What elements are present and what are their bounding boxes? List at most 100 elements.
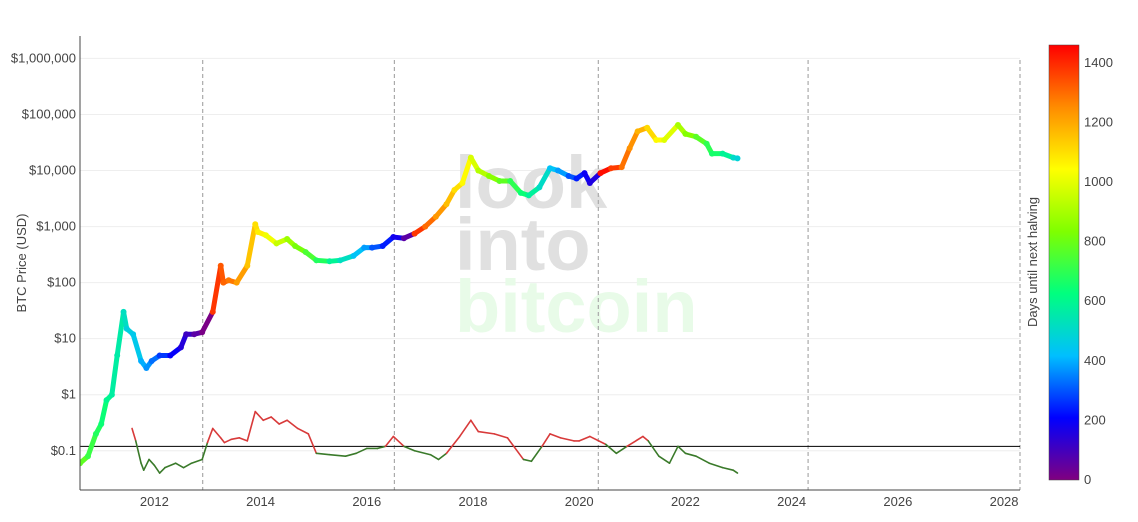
y-tick-label: $1,000,000	[11, 50, 76, 65]
oscillator-segment	[732, 469, 739, 474]
oscillator-series	[131, 410, 739, 474]
price-point	[682, 130, 689, 137]
price-point	[130, 331, 137, 338]
colorbar-tick-label: 1000	[1084, 174, 1113, 189]
price-point	[719, 150, 726, 157]
price-point	[177, 344, 184, 351]
price-point	[217, 262, 224, 269]
oscillator-segment	[668, 445, 679, 464]
oscillator-segment	[230, 437, 241, 441]
price-point	[475, 167, 482, 174]
price-segment	[459, 155, 474, 186]
price-point	[608, 165, 615, 172]
price-point	[507, 178, 514, 185]
oscillator-segment	[677, 445, 687, 455]
y-tick-label: $1,000	[36, 219, 76, 234]
oscillator-segment	[262, 416, 272, 422]
oscillator-segment	[254, 410, 265, 422]
colorbar-tick-label: 1400	[1084, 55, 1113, 70]
oscillator-segment	[376, 445, 387, 450]
colorbar-tick-label: 600	[1084, 293, 1106, 308]
price-point	[443, 201, 450, 208]
price-point	[252, 221, 259, 228]
price-point	[361, 244, 368, 251]
price-point	[143, 364, 150, 371]
price-point	[80, 460, 83, 467]
price-point	[292, 243, 299, 250]
price-point	[98, 421, 105, 428]
colorbar-tick-label: 400	[1084, 353, 1106, 368]
price-point	[653, 137, 660, 144]
oscillator-segment	[458, 419, 472, 438]
oscillator-segment	[549, 433, 562, 439]
x-tick-label: 2016	[352, 494, 381, 509]
oscillator-segment	[270, 416, 280, 425]
price-segment	[661, 122, 681, 143]
oscillator-segment	[296, 427, 310, 435]
oscillator-segment	[530, 445, 543, 463]
price-point	[225, 277, 232, 284]
y-tick-label: $100	[47, 275, 76, 290]
oscillator-segment	[658, 455, 671, 464]
price-point	[581, 170, 588, 177]
price-point	[262, 232, 269, 239]
price-point	[496, 178, 503, 185]
oscillator-segment	[174, 462, 185, 469]
price-point	[233, 279, 240, 286]
price-segment	[130, 331, 144, 364]
oscillator-segment	[506, 437, 525, 461]
price-point	[92, 430, 99, 437]
price-point	[432, 213, 439, 220]
y-axis-title: BTC Price (USD)	[14, 214, 29, 313]
price-point	[708, 150, 715, 157]
price-point	[467, 154, 474, 161]
price-segment	[619, 145, 633, 170]
oscillator-segment	[684, 452, 697, 457]
price-point	[148, 357, 155, 364]
price-point	[644, 124, 651, 131]
price-point	[326, 258, 333, 265]
colorbar-tick-label: 200	[1084, 412, 1106, 427]
price-segment	[234, 263, 250, 286]
price-point	[103, 397, 110, 404]
x-tick-label: 2014	[246, 494, 275, 509]
oscillator-segment	[344, 452, 357, 457]
oscillator-segment	[307, 433, 318, 455]
price-point	[674, 121, 681, 128]
oscillator-segment	[278, 419, 288, 425]
oscillator-segment	[153, 464, 161, 474]
price-point	[120, 308, 127, 315]
price-point	[273, 240, 280, 247]
price-point	[459, 179, 466, 186]
oscillator-segment	[578, 435, 591, 442]
colorbar-tick-label: 0	[1084, 472, 1091, 487]
colorbar-bar	[1048, 44, 1080, 481]
oscillator-segment	[182, 462, 193, 469]
price-point	[693, 133, 700, 140]
price-point	[313, 257, 320, 264]
colorbar: 0 200 400 600 800 1000 1200 1400 Days until nex…	[1025, 44, 1113, 487]
price-point	[573, 175, 580, 182]
oscillator-segment	[206, 427, 214, 444]
price-point	[703, 140, 710, 147]
price-point	[209, 308, 216, 315]
oscillator-segment	[429, 453, 440, 461]
watermark: look into bitcoin	[455, 141, 698, 348]
price-point	[390, 234, 397, 241]
oscillator-segment	[437, 452, 448, 461]
oscillator-segment	[589, 435, 607, 446]
colorbar-tick-label: 1200	[1084, 114, 1113, 129]
oscillator-segment	[522, 458, 533, 463]
oscillator-segment	[131, 427, 137, 442]
watermark-look: look	[455, 141, 608, 224]
price-point	[302, 249, 309, 256]
price-segment	[210, 263, 224, 315]
oscillator-segment	[384, 435, 395, 448]
price-point	[369, 244, 376, 251]
price-point	[138, 357, 145, 364]
oscillator-segment	[142, 458, 150, 472]
price-point	[634, 128, 641, 135]
y-tick-label: $1	[62, 387, 76, 402]
x-tick-label: 2028	[990, 494, 1019, 509]
